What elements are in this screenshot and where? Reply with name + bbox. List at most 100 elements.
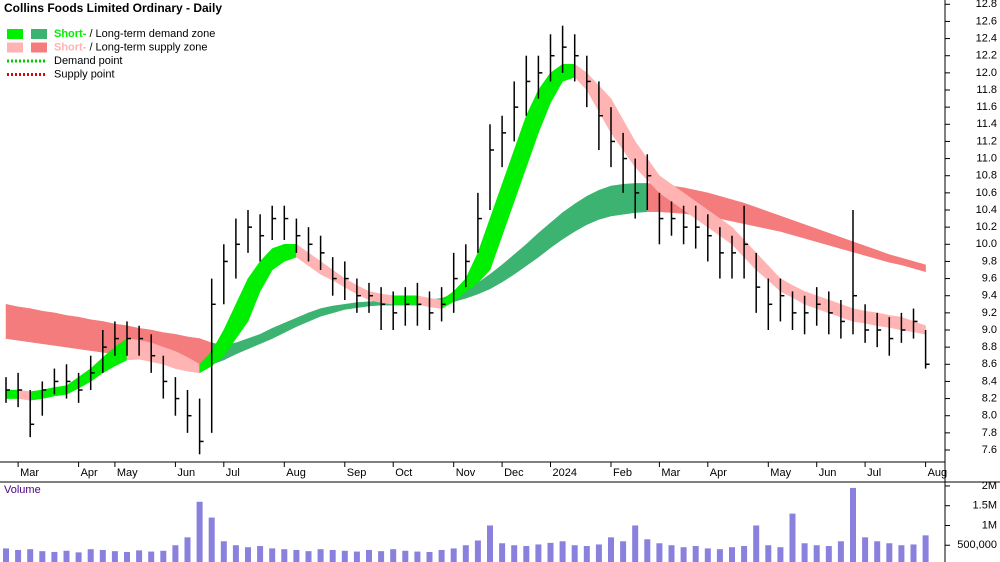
y-tick-label: 9.6 [982, 272, 997, 284]
x-tick-label: May [117, 467, 138, 479]
y-tick-label: 10.2 [976, 221, 997, 233]
y-tick-label: 12.8 [976, 0, 997, 10]
volume-bar [753, 525, 760, 562]
volume-bar [160, 550, 167, 562]
volume-bar [269, 548, 276, 562]
zone-segment [622, 183, 636, 215]
y-tick-label: 9.8 [982, 255, 997, 267]
volume-bar [402, 550, 409, 562]
volume-bar [608, 537, 614, 562]
volume-bar [3, 548, 9, 562]
zone-segment [66, 315, 79, 350]
zone-segment [29, 389, 43, 401]
volume-bar [777, 547, 784, 562]
volume-bar [305, 551, 312, 562]
volume-bar [184, 537, 191, 562]
zones [5, 63, 926, 401]
volume-bar [450, 548, 457, 562]
volume-bar [39, 551, 46, 562]
volume-bar [874, 541, 881, 562]
x-tick-label: Oct [395, 467, 412, 479]
volume-bar [51, 551, 58, 562]
zone-segment [876, 312, 890, 328]
zone-segment [17, 389, 31, 401]
legend-rest: / Long-term supply zone [86, 41, 207, 53]
y-tick-label: 12.6 [976, 15, 997, 27]
volume-bar [716, 549, 723, 562]
x-tick-label: Sep [347, 467, 367, 479]
y-tick-label: 8.4 [982, 375, 997, 387]
volume-bar [414, 551, 421, 562]
volume-bar [196, 501, 203, 562]
zone-segment [634, 183, 648, 213]
y-tick-label: 7.6 [982, 444, 997, 456]
volume-bar [136, 550, 143, 562]
volume-bar [245, 547, 251, 562]
volume-bar [680, 547, 687, 562]
zone-segment [138, 339, 152, 363]
y-tick-label: 500,000 [957, 539, 997, 551]
volume-bar [547, 542, 554, 562]
zone-segment [29, 308, 43, 345]
volume-bar [813, 545, 820, 562]
zone-segment [429, 297, 442, 309]
legend-swatch [31, 42, 47, 53]
y-tick-label: 12.4 [976, 32, 997, 44]
volume-bar [341, 550, 348, 562]
y-tick-label: 10.0 [976, 238, 997, 250]
zone-segment [610, 183, 624, 217]
volume-bar [87, 549, 94, 562]
volume-bar [620, 541, 627, 562]
y-tick-label: 1M [982, 519, 997, 531]
volume-bar [124, 551, 130, 562]
y-tick-label: 9.4 [982, 290, 997, 302]
zone-segment [5, 303, 19, 341]
volume-bar [850, 487, 856, 562]
volume-bar [704, 548, 711, 562]
volume-bar [741, 546, 748, 562]
legend-short: Short- [54, 41, 87, 53]
volume-bar [837, 541, 844, 562]
y-tick-label: 7.8 [982, 427, 997, 439]
volume-bar [390, 549, 397, 562]
y-tick-label: 11.0 [976, 152, 997, 164]
legend-swatch [7, 42, 23, 53]
x-tick-label: Mar [661, 467, 680, 479]
volume-bar [765, 545, 772, 562]
y-tick-label: 12.2 [976, 50, 997, 62]
volume-bar [27, 549, 34, 562]
volume-bar [220, 541, 227, 562]
x-tick-label: Apr [710, 467, 727, 479]
volume-bar [595, 544, 602, 562]
volume-bar [886, 543, 893, 562]
volume-bar [474, 540, 481, 562]
volume-bar [257, 546, 264, 562]
zone-segment [719, 195, 733, 222]
volume-bar [898, 545, 905, 562]
volume-bar [148, 551, 155, 562]
y-tick-label: 9.2 [982, 307, 997, 319]
volume-bar [99, 549, 106, 562]
zone-segment [42, 310, 55, 346]
x-tick-label: Dec [504, 467, 524, 479]
volume-bar [378, 551, 385, 562]
volume-bar [293, 549, 300, 562]
volume-bar [668, 545, 675, 562]
x-tick-label: May [770, 467, 791, 479]
y-tick-label: 11.8 [976, 84, 997, 96]
legend-swatch [31, 29, 47, 39]
volume-bar [426, 551, 433, 562]
volume-bar [825, 546, 832, 562]
x-tick-label: Jun [177, 467, 195, 479]
volume-bar [535, 544, 542, 562]
legend-label: Short- / Long-term supply zone [54, 41, 207, 53]
zone-segment [54, 385, 67, 397]
volume-bar [910, 544, 917, 562]
x-tick-label: Jun [819, 467, 837, 479]
y-tick-label: 10.4 [976, 204, 997, 216]
zone-segment [380, 293, 394, 305]
volume-bar [281, 549, 288, 562]
zone-segment [889, 315, 902, 331]
